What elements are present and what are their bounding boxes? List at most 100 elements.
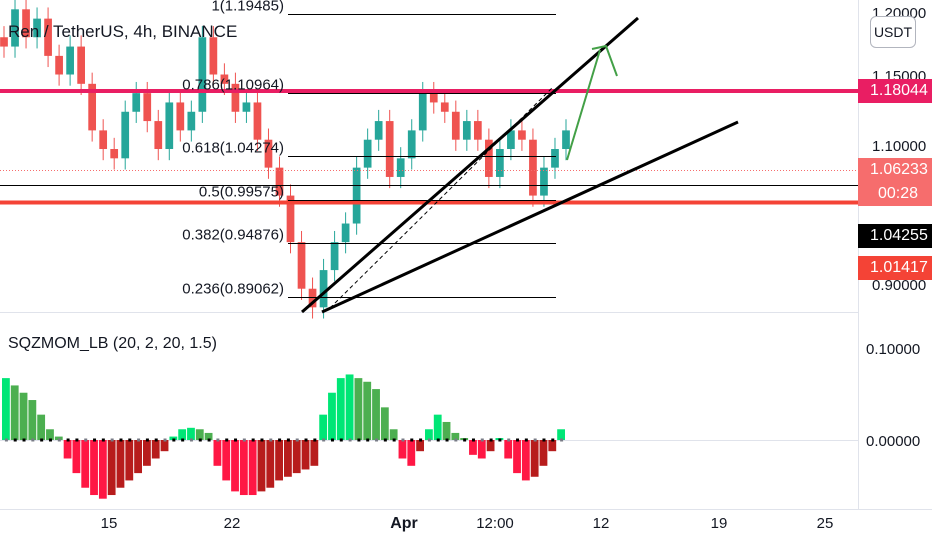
histogram-bar bbox=[37, 414, 46, 440]
squeeze-dot bbox=[383, 438, 387, 442]
time-axis[interactable]: 15 22 Apr 12:00 12 19 25 bbox=[101, 515, 834, 532]
projection-arrow[interactable] bbox=[566, 49, 601, 161]
histogram-bar bbox=[239, 440, 248, 496]
histogram-bar bbox=[143, 440, 151, 466]
squeeze-dot bbox=[31, 438, 35, 442]
candle-body bbox=[198, 37, 207, 112]
squeeze-dot bbox=[348, 438, 352, 442]
histogram-bar bbox=[213, 440, 222, 466]
squeeze-dot bbox=[498, 438, 502, 442]
histogram-bar bbox=[407, 440, 416, 466]
squeeze-dot bbox=[304, 438, 308, 442]
price-axis-label: 1.10000 bbox=[872, 138, 926, 155]
fibonacci-retracement[interactable]: 1(1.19485) 0.786(1.10964) 0.618(1.04274) 0.… bbox=[182, 0, 556, 298]
time-axis-label: 12 bbox=[593, 515, 610, 532]
candle-body bbox=[275, 167, 284, 196]
candle-body bbox=[209, 37, 218, 75]
histogram-bar bbox=[372, 389, 380, 440]
candle-body bbox=[55, 55, 63, 75]
time-axis-label: 22 bbox=[224, 515, 241, 532]
squeeze-dot bbox=[154, 438, 158, 442]
resistance-price-tag: 1.18044 bbox=[858, 79, 932, 103]
squeeze-dot bbox=[286, 438, 290, 442]
histogram-bar bbox=[10, 385, 19, 440]
price-axis-label: 0.90000 bbox=[872, 277, 926, 294]
currency-button[interactable]: USDT bbox=[870, 16, 916, 48]
candle-body bbox=[529, 139, 537, 196]
indicator-title[interactable]: SQZMOM_LB (20, 2, 20, 1.5) bbox=[8, 335, 217, 352]
squeeze-dot bbox=[93, 438, 97, 442]
time-axis-label: 12:00 bbox=[476, 515, 514, 532]
squeeze-dot bbox=[48, 438, 52, 442]
candle-body bbox=[374, 121, 383, 140]
histogram-bar bbox=[266, 440, 275, 488]
squeeze-dot bbox=[419, 438, 423, 442]
squeeze-dot bbox=[66, 438, 70, 442]
candle-body bbox=[429, 93, 438, 103]
candle-body bbox=[165, 102, 174, 150]
histogram-bar bbox=[328, 392, 336, 440]
histogram-bar bbox=[107, 440, 116, 496]
candle-body bbox=[518, 130, 526, 140]
candle-body bbox=[0, 37, 8, 47]
squeeze-dot bbox=[172, 438, 176, 442]
histogram-bar bbox=[90, 440, 98, 496]
histogram-bar bbox=[433, 414, 442, 440]
squeeze-dot bbox=[463, 438, 467, 442]
oscillator-axis-label: 0.10000 bbox=[866, 341, 920, 358]
fib-level-label: 1(1.19485) bbox=[211, 0, 284, 15]
arrow-head-icon bbox=[591, 45, 618, 77]
upper-trend-line[interactable] bbox=[301, 16, 639, 314]
histogram-bar bbox=[557, 429, 565, 440]
squeeze-dot bbox=[260, 438, 264, 442]
candle-body bbox=[66, 46, 74, 75]
histogram-bar bbox=[504, 440, 513, 459]
squeeze-dot bbox=[13, 438, 17, 442]
squeeze-dot bbox=[101, 438, 105, 442]
squeeze-dot bbox=[507, 438, 511, 442]
fib-level-label: 0.236(0.89062) bbox=[182, 281, 284, 298]
squeeze-dot bbox=[128, 438, 132, 442]
candle-body bbox=[319, 270, 328, 308]
squeeze-dot bbox=[533, 438, 537, 442]
candle-body bbox=[440, 102, 449, 112]
candle-body bbox=[308, 288, 317, 308]
time-axis-label: 19 bbox=[711, 515, 728, 532]
squeeze-dot bbox=[145, 438, 149, 442]
squeeze-dot bbox=[40, 438, 44, 442]
candle-body bbox=[132, 93, 141, 112]
candle-body bbox=[44, 18, 52, 56]
histogram-bar bbox=[284, 440, 292, 477]
candle-body bbox=[507, 130, 515, 150]
histogram-bar bbox=[354, 378, 363, 440]
histogram-bar bbox=[248, 440, 257, 496]
candle-body bbox=[143, 93, 152, 122]
histogram-bar bbox=[398, 440, 407, 459]
squeeze-dot bbox=[242, 438, 246, 442]
squeeze-dot bbox=[225, 438, 229, 442]
squeeze-dot bbox=[207, 438, 211, 442]
histogram-bar bbox=[187, 427, 195, 440]
squeeze-dot bbox=[163, 438, 167, 442]
candle-body bbox=[253, 102, 262, 140]
candle-body bbox=[341, 223, 350, 243]
histogram-bar bbox=[98, 440, 107, 499]
candle-body bbox=[110, 149, 119, 159]
candle-body bbox=[88, 83, 97, 131]
histogram-bar bbox=[178, 429, 187, 440]
last-price-tag: 1.06233 bbox=[858, 158, 932, 182]
candle-body bbox=[462, 121, 471, 140]
chart-title: Ren / TetherUS, 4h, BINANCE bbox=[8, 22, 238, 41]
histogram-bar bbox=[160, 440, 169, 452]
histogram-bar bbox=[539, 440, 548, 466]
fib-trend-line[interactable] bbox=[329, 87, 553, 309]
squeeze-dot bbox=[454, 438, 458, 442]
candle-body bbox=[11, 9, 19, 47]
candle-body bbox=[286, 195, 295, 243]
histogram-bar bbox=[345, 374, 354, 440]
squeeze-dot bbox=[110, 438, 114, 442]
candle-body bbox=[540, 167, 548, 196]
squeeze-dot bbox=[524, 438, 528, 442]
lower-trend-line[interactable] bbox=[321, 120, 739, 314]
